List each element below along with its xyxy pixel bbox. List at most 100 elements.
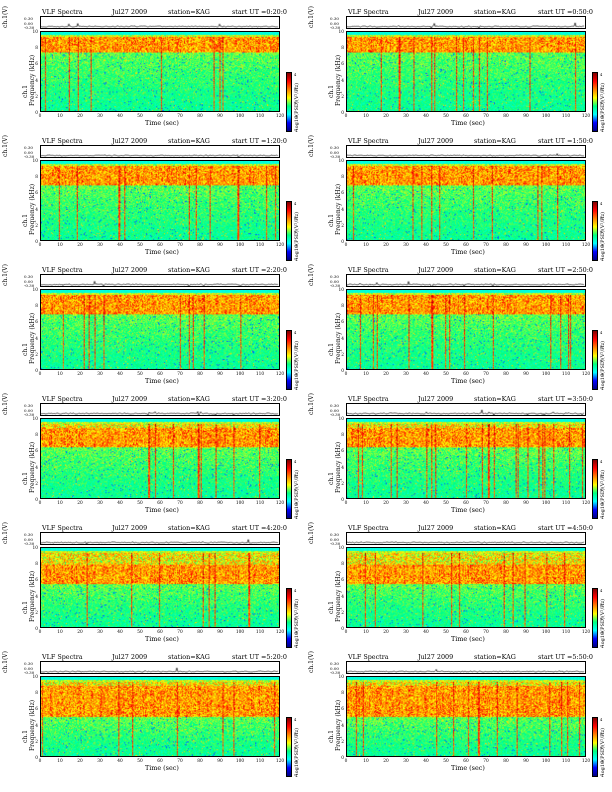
waveform-tick-label: 0.00 xyxy=(330,278,339,284)
panel-title: VLF Spectra xyxy=(348,653,389,661)
time-tick-label: 70 xyxy=(483,114,489,119)
colorbar-tick-label: -2 xyxy=(600,502,604,506)
colorbar xyxy=(592,459,598,519)
waveform-tick-label: 0.30 xyxy=(330,532,339,537)
time-tick-label: 0 xyxy=(344,372,348,377)
waveform-tick-label: 0.00 xyxy=(24,407,33,413)
frequency-tick-label: 8 xyxy=(341,304,344,310)
spectrogram-plot xyxy=(40,31,280,112)
frequency-tick-label: 4 xyxy=(35,78,38,84)
time-tick-label: 30 xyxy=(403,243,409,248)
colorbar-tick-label: 0 xyxy=(600,617,603,621)
frequency-tick-label: 4 xyxy=(35,465,38,471)
spectrogram-plot xyxy=(40,418,280,499)
panel-start-ut: start UT =0:20:0 xyxy=(232,8,287,16)
frequency-tick-label: 2 xyxy=(341,739,344,745)
waveform-plot xyxy=(40,145,280,158)
frequency-tick-label: 8 xyxy=(341,562,344,568)
time-tick-label: 90 xyxy=(523,630,529,635)
time-tick-label: 20 xyxy=(77,114,83,119)
waveform-tick-label: 0.30 xyxy=(330,661,339,666)
time-tick-label: 60 xyxy=(463,630,469,635)
spectra-panel-7: VLF Spectra Jul27 2009 station=KAG start… xyxy=(0,393,306,522)
colorbar-tick-label: 0 xyxy=(600,101,603,105)
time-tick-label: 80 xyxy=(503,372,509,377)
panel-station: station=KAG xyxy=(168,524,210,532)
colorbar-tick-label: -2 xyxy=(600,115,604,119)
time-tick-label: 30 xyxy=(97,243,103,248)
waveform-plot xyxy=(346,661,586,674)
colorbar-tick-label: -4 xyxy=(600,129,604,133)
colorbar-tick-label: 2 xyxy=(294,216,297,220)
frequency-tick-label: 10 xyxy=(32,546,38,551)
time-tick-label: 20 xyxy=(77,759,83,764)
frequency-tick-label: 0 xyxy=(35,111,38,116)
time-tick-label: 110 xyxy=(255,759,265,764)
time-tick-label: 10 xyxy=(57,372,63,377)
colorbar-tick-label: 4 xyxy=(294,202,297,206)
frequency-tick-label: 6 xyxy=(35,62,38,68)
time-tick-label: 10 xyxy=(57,630,63,635)
colorbar xyxy=(592,588,598,648)
time-tick-label: 60 xyxy=(157,501,163,506)
time-tick-label: 60 xyxy=(157,759,163,764)
panel-title: VLF Spectra xyxy=(42,266,83,274)
time-tick-label: 70 xyxy=(483,759,489,764)
time-tick-label: 10 xyxy=(363,372,369,377)
waveform-plot xyxy=(346,16,586,29)
time-tick-label: 70 xyxy=(483,630,489,635)
colorbar-tick-label: 2 xyxy=(600,87,603,91)
time-tick-label: 0 xyxy=(38,759,42,764)
frequency-tick-label: 6 xyxy=(341,191,344,197)
colorbar-tick-label: -4 xyxy=(294,129,298,133)
frequency-tick-label: 10 xyxy=(338,30,344,35)
time-tick-label: 120 xyxy=(581,630,591,635)
waveform-tick-label: 0.00 xyxy=(24,536,33,542)
waveform-axis-label: ch.1(V) xyxy=(2,135,9,157)
time-tick-label: 30 xyxy=(403,114,409,119)
channel-label: ch.1 xyxy=(328,472,335,485)
frequency-tick-label: 4 xyxy=(35,723,38,729)
time-tick-label: 50 xyxy=(443,114,449,119)
time-tick-label: 110 xyxy=(561,501,571,506)
time-tick-label: 20 xyxy=(383,630,389,635)
time-tick-label: 100 xyxy=(541,759,551,764)
frequency-tick-label: 8 xyxy=(35,46,38,52)
time-tick-label: 80 xyxy=(503,630,509,635)
frequency-tick-label: 10 xyxy=(338,417,344,422)
waveform-tick-label: 0.30 xyxy=(330,145,339,150)
time-tick-label: 110 xyxy=(255,630,265,635)
time-tick-label: 90 xyxy=(523,501,529,506)
time-tick-label: 40 xyxy=(423,501,429,506)
colorbar xyxy=(592,330,598,390)
time-tick-label: 50 xyxy=(443,243,449,248)
panel-title: VLF Spectra xyxy=(42,524,83,532)
time-tick-label: 50 xyxy=(137,243,143,248)
frequency-tick-label: 2 xyxy=(341,352,344,358)
colorbar-tick-label: 4 xyxy=(294,331,297,335)
panel-title: VLF Spectra xyxy=(348,8,389,16)
colorbar xyxy=(592,72,598,132)
time-tick-label: 50 xyxy=(443,501,449,506)
waveform-axis-label: ch.1(V) xyxy=(308,522,315,544)
time-tick-label: 120 xyxy=(275,630,285,635)
time-axis-label: Time (sec) xyxy=(145,764,179,772)
time-tick-label: 90 xyxy=(217,630,223,635)
frequency-tick-label: 0 xyxy=(35,627,38,632)
panel-station: station=KAG xyxy=(168,395,210,403)
waveform-tick-label: -0.30 xyxy=(24,25,35,30)
waveform-plot xyxy=(40,403,280,416)
panel-station: station=KAG xyxy=(168,137,210,145)
frequency-tick-label: 0 xyxy=(35,498,38,503)
time-tick-label: 80 xyxy=(197,243,203,248)
frequency-tick-label: 0 xyxy=(341,756,344,761)
colorbar-tick-label: -4 xyxy=(294,387,298,391)
time-tick-label: 60 xyxy=(157,114,163,119)
colorbar xyxy=(286,72,292,132)
time-tick-label: 50 xyxy=(443,372,449,377)
colorbar xyxy=(286,588,292,648)
panel-station: station=KAG xyxy=(474,524,516,532)
colorbar-tick-label: 0 xyxy=(600,746,603,750)
time-axis-label: Time (sec) xyxy=(145,119,179,127)
